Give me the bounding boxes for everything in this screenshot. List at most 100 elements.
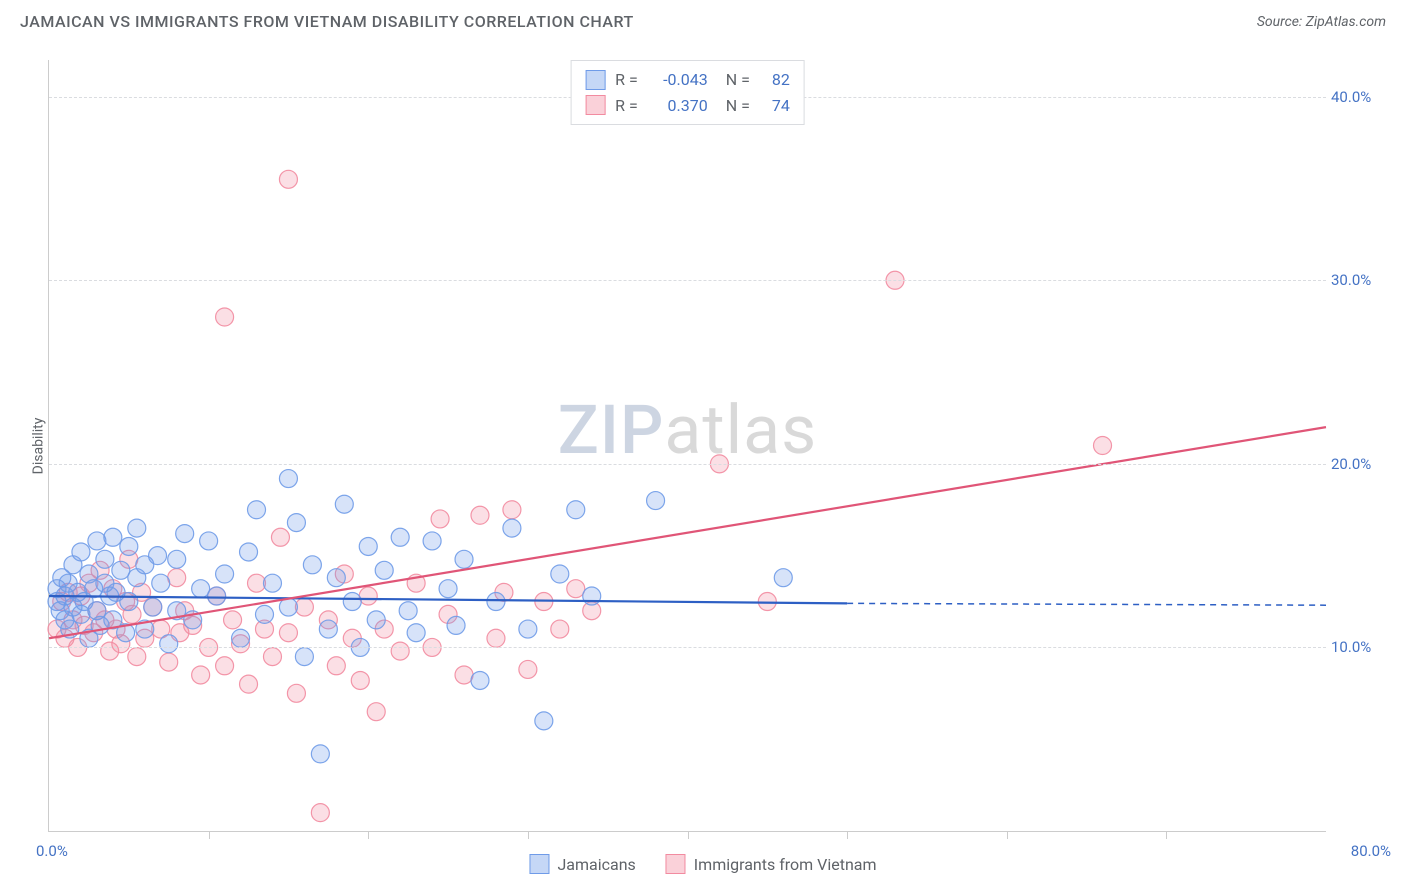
data-point	[255, 605, 273, 623]
x-max-label: 80.0%	[1351, 842, 1391, 860]
data-point	[399, 602, 417, 620]
data-point	[248, 501, 266, 519]
data-point	[359, 537, 377, 555]
data-point	[216, 565, 234, 583]
data-point	[104, 528, 122, 546]
x-origin-label: 0.0%	[36, 842, 68, 860]
data-point	[567, 501, 585, 519]
data-point	[423, 532, 441, 550]
x-tick	[688, 831, 689, 839]
data-point	[471, 671, 489, 689]
data-point	[367, 703, 385, 721]
data-point	[248, 574, 266, 592]
r-label: R =	[615, 93, 638, 119]
y-tick-label: 10.0%	[1331, 638, 1386, 656]
data-point	[319, 620, 337, 638]
legend-item: Immigrants from Vietnam	[666, 854, 877, 874]
legend-swatch	[585, 70, 605, 90]
n-label: N =	[726, 93, 750, 119]
x-tick	[528, 831, 529, 839]
x-tick	[847, 831, 848, 839]
stats-row: R =0.370N =74	[585, 93, 790, 119]
data-point	[72, 543, 90, 561]
data-point	[567, 580, 585, 598]
data-point	[343, 593, 361, 611]
chart-container: ZIPatlas R =-0.043N =82R =0.370N =74 10.…	[48, 60, 1326, 832]
correlation-stats-box: R =-0.043N =82R =0.370N =74	[570, 60, 805, 125]
data-point	[359, 587, 377, 605]
y-axis-label: Disability	[30, 418, 46, 475]
data-point	[774, 569, 792, 587]
data-point	[407, 624, 425, 642]
x-tick	[1007, 831, 1008, 839]
data-point	[519, 660, 537, 678]
r-value: 0.370	[648, 93, 708, 119]
plot-area: ZIPatlas R =-0.043N =82R =0.370N =74 10.…	[48, 60, 1326, 832]
data-point	[232, 629, 250, 647]
data-point	[367, 611, 385, 629]
data-point	[487, 629, 505, 647]
data-point	[279, 624, 297, 642]
data-point	[240, 543, 258, 561]
y-tick-label: 40.0%	[1331, 88, 1386, 106]
data-point	[224, 611, 242, 629]
trend-line-dashed	[847, 603, 1326, 605]
chart-header: JAMAICAN VS IMMIGRANTS FROM VIETNAM DISA…	[0, 0, 1406, 39]
data-point	[503, 519, 521, 537]
trend-line	[49, 427, 1326, 638]
data-point	[647, 492, 665, 510]
data-point	[439, 580, 457, 598]
data-point	[192, 580, 210, 598]
data-point	[160, 653, 178, 671]
data-point	[144, 598, 162, 616]
data-point	[271, 528, 289, 546]
legend-swatch	[529, 854, 549, 874]
data-point	[447, 616, 465, 634]
data-point	[487, 593, 505, 611]
data-point	[431, 510, 449, 528]
legend-swatch	[666, 854, 686, 874]
y-tick-label: 20.0%	[1331, 455, 1386, 473]
legend-swatch	[585, 95, 605, 115]
data-point	[391, 642, 409, 660]
data-point	[279, 170, 297, 188]
data-point	[216, 308, 234, 326]
chart-source: Source: ZipAtlas.com	[1257, 14, 1386, 30]
data-point	[208, 587, 226, 605]
data-point	[263, 648, 281, 666]
data-point	[455, 666, 473, 684]
data-point	[551, 565, 569, 583]
data-point	[112, 561, 130, 579]
data-point	[279, 470, 297, 488]
data-point	[216, 657, 234, 675]
data-point	[128, 648, 146, 666]
legend-label: Immigrants from Vietnam	[694, 855, 877, 874]
scatter-svg	[49, 60, 1326, 831]
legend-label: Jamaicans	[557, 855, 635, 874]
data-point	[149, 547, 167, 565]
n-label: N =	[726, 67, 750, 93]
data-point	[152, 574, 170, 592]
grid-line	[49, 647, 1326, 648]
data-point	[455, 550, 473, 568]
data-point	[503, 501, 521, 519]
bottom-legend: Jamaicans Immigrants from Vietnam	[529, 854, 876, 874]
x-tick	[1166, 831, 1167, 839]
data-point	[311, 804, 329, 822]
data-point	[88, 532, 106, 550]
n-value: 82	[760, 67, 790, 93]
data-point	[96, 550, 114, 568]
data-point	[176, 525, 194, 543]
data-point	[263, 574, 281, 592]
r-value: -0.043	[648, 67, 708, 93]
data-point	[168, 569, 186, 587]
data-point	[1094, 437, 1112, 455]
grid-line	[49, 280, 1326, 281]
r-label: R =	[615, 67, 638, 93]
data-point	[168, 550, 186, 568]
data-point	[287, 684, 305, 702]
data-point	[295, 598, 313, 616]
data-point	[192, 666, 210, 684]
stats-row: R = -0.043 N = 82	[585, 67, 790, 93]
data-point	[551, 620, 569, 638]
